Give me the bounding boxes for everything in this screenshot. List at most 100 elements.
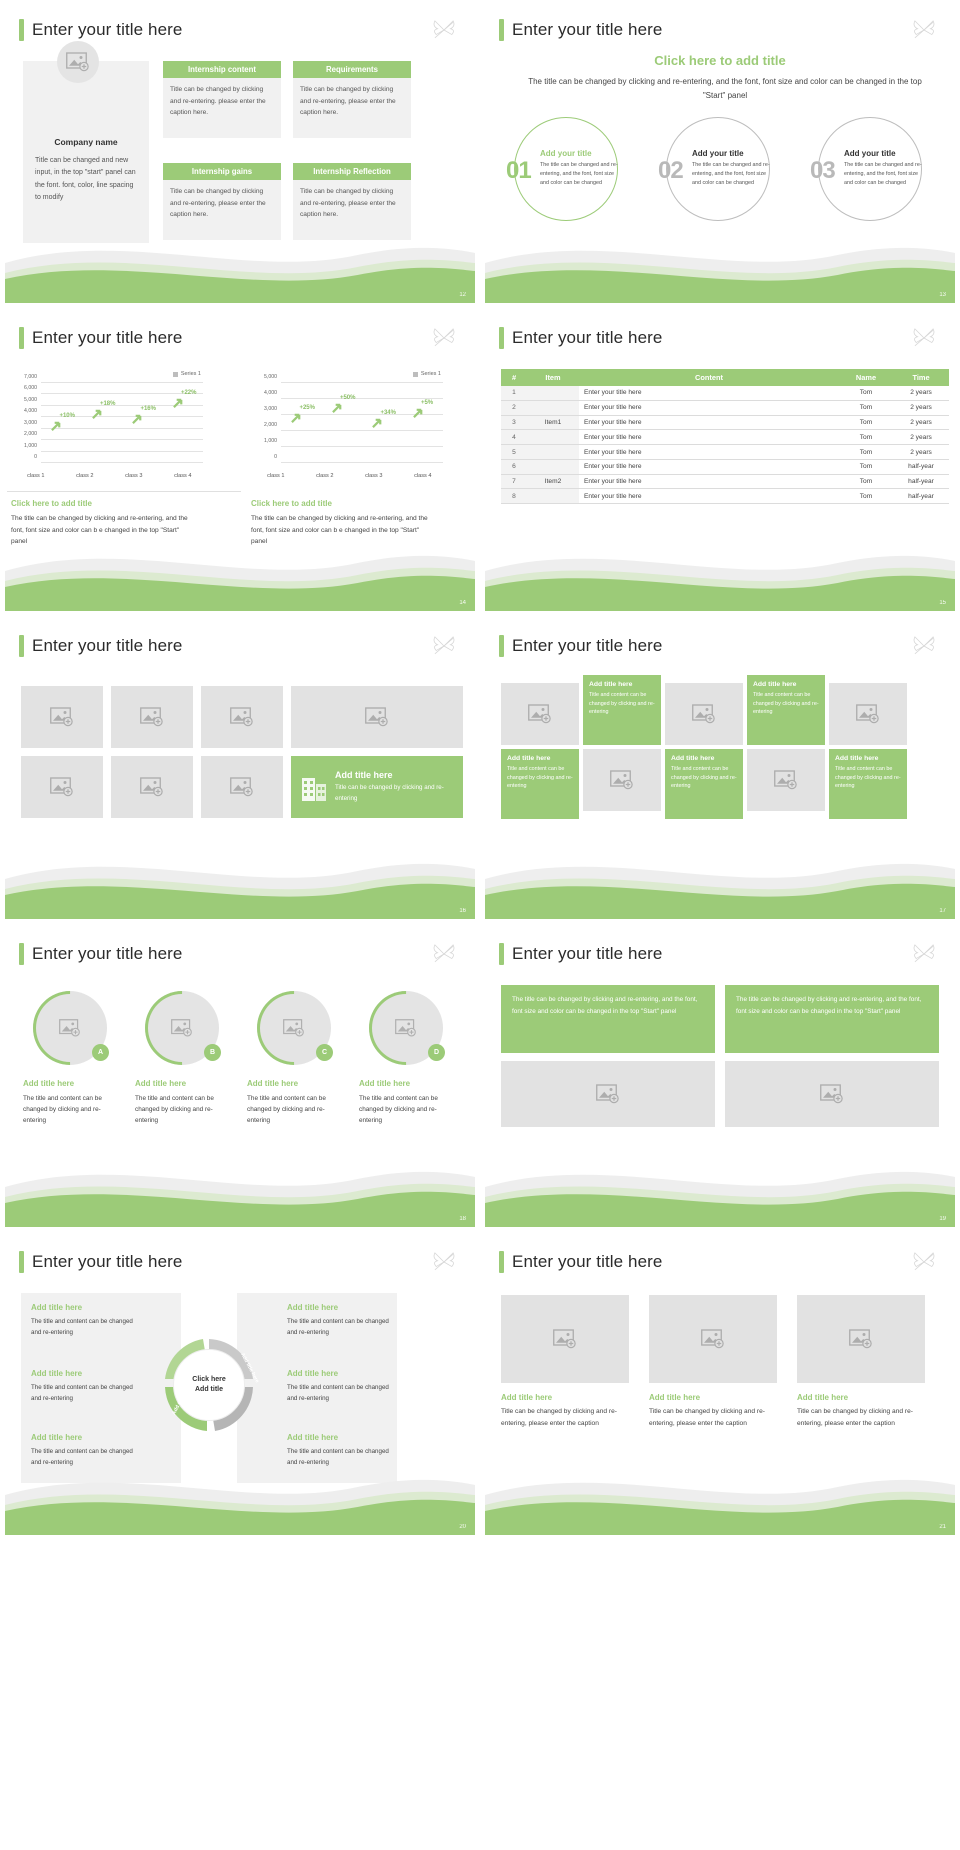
slide-thumbnail-21[interactable]: Enter your title here Add title here Tit… [480, 1232, 960, 1540]
circle-item[interactable]: B [129, 975, 235, 1081]
y-axis: 0 1,000 2,000 3,000 4,000 5,000 6,000 7,000 [11, 374, 39, 463]
media-card[interactable]: Add title here Title can be changed by c… [501, 1295, 629, 1430]
chart-legend: Series 1 [172, 371, 201, 377]
circle-item[interactable]: D [353, 975, 459, 1081]
image-placeholder[interactable] [291, 686, 463, 748]
image-placeholder[interactable] [649, 1295, 777, 1383]
card-body: Title can be changed by clicking and re-… [293, 78, 411, 138]
table-row[interactable]: 6 Enter your title here Tom half-year [501, 459, 949, 475]
card-body: Title can be changed by clicking and re-… [163, 180, 281, 240]
circle-badge: B [204, 1044, 221, 1061]
table-row[interactable]: 1 Enter your title here Tom 2 years [501, 386, 949, 401]
card-body: Title can be changed by clicking and re-… [649, 1408, 765, 1428]
image-placeholder[interactable] [21, 686, 103, 748]
cycle-center-label[interactable]: Click here Add title [173, 1349, 245, 1421]
slide-title: Enter your title here [19, 943, 182, 965]
slide-thumbnail-13[interactable]: Enter your title here Click here to add … [480, 0, 960, 308]
add-image-icon[interactable] [369, 991, 443, 1065]
image-placeholder[interactable] [111, 756, 193, 818]
image-placeholder[interactable] [747, 749, 825, 811]
slide-thumbnail-15[interactable]: Enter your title here # Item Content Name Ti… [480, 308, 960, 616]
image-placeholder[interactable] [583, 749, 661, 811]
item-title: Add title here [359, 1079, 411, 1088]
title-accent-bar [499, 19, 504, 41]
butterfly-icon [433, 20, 455, 39]
table-row[interactable]: 4 Enter your title here Tom 2 years [501, 429, 949, 446]
slide-thumbnail-14[interactable]: Enter your title here Series 1 0 1,000 2,00… [0, 308, 480, 616]
media-card[interactable]: Add title here Title can be changed by c… [649, 1295, 777, 1430]
step-item[interactable]: 03 Add your title The title can be chang… [806, 115, 948, 225]
add-image-icon[interactable] [57, 41, 99, 83]
table-row[interactable]: 5 Enter your title here Tom 2 years [501, 444, 949, 460]
info-card[interactable]: Requirements Title can be changed by cli… [293, 61, 411, 138]
content-tile[interactable]: Add title here Title and content can be … [747, 675, 825, 745]
image-placeholder[interactable] [797, 1295, 925, 1383]
slide-thumbnail-17[interactable]: Enter your title here Add title here Tit… [480, 616, 960, 924]
table-row[interactable]: 8 Enter your title here Tom half-year [501, 488, 949, 505]
slide-thumbnail-19[interactable]: Enter your title here The title can be c… [480, 924, 960, 1232]
table-cell-tm: 2 years [893, 429, 949, 446]
slide-thumbnail-12[interactable]: Enter your title here Company name Title… [0, 0, 480, 308]
table-cell-tm: 2 years [893, 444, 949, 460]
butterfly-icon [913, 944, 935, 963]
table-cell-nm: Tom [839, 386, 893, 401]
slide-thumbnail-16[interactable]: Enter your title here Add title here Tit… [0, 616, 480, 924]
step-description: The title can be changed and re-entering… [844, 162, 922, 186]
card-body: Title can be changed by clicking and re-… [797, 1408, 913, 1428]
caption-body: The title can be changed by clicking and… [251, 515, 428, 546]
text-panel[interactable]: The title can be changed by clicking and… [501, 985, 715, 1053]
title-accent-bar [19, 943, 24, 965]
footer-wave [485, 863, 955, 919]
circle-item[interactable]: C [241, 975, 347, 1081]
image-placeholder[interactable] [501, 1061, 715, 1127]
image-placeholder[interactable] [21, 756, 103, 818]
table-row[interactable]: 7 Item2 Enter your title here Tom half-year [501, 474, 949, 490]
page-title: Enter your title here [512, 328, 663, 347]
legend-label: Series 1 [420, 371, 441, 377]
image-placeholder[interactable] [501, 1295, 629, 1383]
image-placeholder[interactable] [665, 683, 743, 745]
circle-badge: D [428, 1044, 445, 1061]
info-card[interactable]: Internship content Title can be changed … [163, 61, 281, 138]
content-tile[interactable]: Add title here Title and content can be … [501, 749, 579, 819]
circle-item[interactable]: A [17, 975, 123, 1081]
slide-number: 12 [459, 292, 466, 298]
content-tile[interactable]: Add title here Title and content can be … [583, 675, 661, 745]
center-line-2: Add title [195, 1386, 223, 1393]
step-item[interactable]: 01 Add your title The title can be chang… [502, 115, 644, 225]
table-cell-num: 3 [501, 415, 527, 431]
add-image-icon[interactable] [145, 991, 219, 1065]
step-item[interactable]: 02 Add your title The title can be chang… [654, 115, 796, 225]
table-row[interactable]: 3 Item1 Enter your title here Tom 2 years [501, 415, 949, 431]
slide-thumbnail-18[interactable]: Enter your title here A Add title here T… [0, 924, 480, 1232]
info-card[interactable]: Internship Reflection Title can be chang… [293, 163, 411, 240]
info-card[interactable]: Internship gains Title can be changed by… [163, 163, 281, 240]
slide-thumbnail-20[interactable]: Enter your title here Add title here The… [0, 1232, 480, 1540]
add-image-icon[interactable] [33, 991, 107, 1065]
table-row[interactable]: 2 Enter your title here Tom 2 years [501, 400, 949, 416]
image-placeholder[interactable] [829, 683, 907, 745]
table-cell-item [527, 429, 579, 446]
step-number: 02 [658, 157, 684, 184]
feature-tile[interactable]: Add title here Title can be changed by c… [291, 756, 463, 818]
y-tick-label: 2,000 [264, 422, 277, 428]
x-tick-label: class 1 [27, 473, 45, 479]
data-table[interactable]: # Item Content Name Time 1 Enter your title h… [501, 369, 949, 505]
growth-arrow-icon [291, 411, 302, 423]
media-card[interactable]: Add title here Title can be changed by c… [797, 1295, 925, 1430]
image-placeholder[interactable] [725, 1061, 939, 1127]
caption-title: Click here to add title [11, 499, 92, 508]
image-placeholder[interactable] [111, 686, 193, 748]
image-placeholder[interactable] [201, 686, 283, 748]
growth-annotation: +16% [140, 406, 156, 413]
content-tile[interactable]: Add title here Title and content can be … [829, 749, 907, 819]
y-tick-label: 0 [34, 454, 37, 460]
image-placeholder[interactable] [201, 756, 283, 818]
text-panel[interactable]: The title can be changed by clicking and… [725, 985, 939, 1053]
add-image-icon[interactable] [257, 991, 331, 1065]
gridline [281, 414, 443, 415]
image-placeholder[interactable] [501, 683, 579, 745]
item-title: Add title here [31, 1303, 83, 1312]
item-title: Add title here [23, 1079, 75, 1088]
content-tile[interactable]: Add title here Title and content can be … [665, 749, 743, 819]
